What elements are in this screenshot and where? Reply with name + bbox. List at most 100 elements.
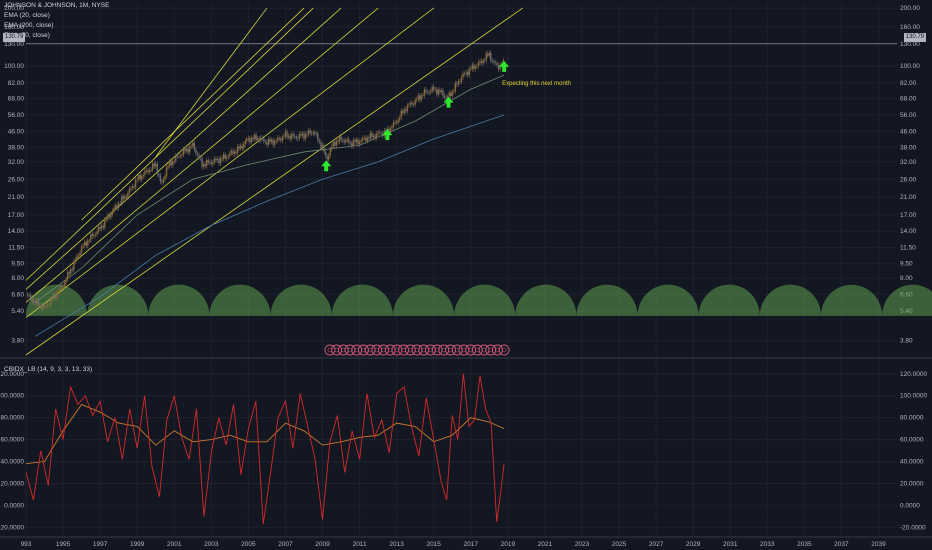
candle-body <box>281 137 284 141</box>
ema-20-legend[interactable]: EMA (20, close) <box>4 12 50 19</box>
candle-body <box>329 149 331 156</box>
candle-body <box>122 196 124 199</box>
candle-body <box>320 141 322 149</box>
candle-body <box>483 60 486 61</box>
cycle-circle-icon <box>364 344 376 356</box>
up-arrow-icon <box>382 129 393 141</box>
candle-body <box>76 255 78 260</box>
candle-body <box>93 235 95 237</box>
ema-200-legend[interactable]: EMA (200, close) <box>4 22 54 29</box>
candle-body <box>474 66 477 70</box>
candle-body <box>196 153 199 155</box>
candle-body <box>54 294 57 299</box>
symbol-title: JOHNSON & JOHNSON, 1M, NYSE <box>4 2 110 9</box>
price-tick-label-right: 9.50 <box>900 261 913 268</box>
candle-body <box>111 210 114 215</box>
candle-body <box>216 159 219 161</box>
candle-body <box>476 65 478 67</box>
candle-body <box>490 52 492 61</box>
candle-body <box>147 170 149 173</box>
price-tick-label-left: 130.00 <box>4 41 24 48</box>
candle-body <box>74 259 77 262</box>
up-arrow-icon <box>443 96 454 108</box>
candle-body <box>96 231 98 235</box>
price-tick-label-right: 17.00 <box>900 212 917 219</box>
oscillator-tick-label-left: 100.0000 <box>0 393 24 400</box>
time-tick-label: 2019 <box>501 541 516 548</box>
ema-50-legend[interactable]: EMA (50, close) <box>4 32 50 39</box>
candle-body <box>321 144 324 149</box>
candle-body <box>87 240 89 246</box>
time-tick-label: 2009 <box>315 541 330 548</box>
candle-body <box>210 161 213 165</box>
oscillator-signal-line <box>25 403 505 465</box>
candle-body <box>91 234 94 237</box>
candle-body <box>374 135 376 139</box>
oscillator-tick-label-left: 60.0000 <box>1 437 25 444</box>
candle-body <box>255 134 257 141</box>
candle-body <box>28 295 30 296</box>
candle-body <box>406 105 409 112</box>
candle-body <box>477 62 480 66</box>
candle-body <box>221 158 223 159</box>
candle-body <box>36 299 38 304</box>
oscillator-tick-label-left: 40.0000 <box>1 459 25 466</box>
price-tick-label-left: 6.60 <box>11 291 24 298</box>
price-tick-label-left: 8.00 <box>11 275 24 282</box>
oscillator-tick-label-left: 80.0000 <box>1 415 25 422</box>
candle-body <box>326 155 328 160</box>
candle-body <box>371 132 373 138</box>
candle-body <box>187 148 189 153</box>
candle-body <box>150 169 152 171</box>
candle-body <box>94 234 97 236</box>
candle-body <box>121 196 123 204</box>
candle-body <box>397 119 399 123</box>
candle-body <box>449 92 452 97</box>
candle-body <box>165 167 168 177</box>
candle-body <box>253 134 256 140</box>
candle-body <box>202 164 205 167</box>
candle-body <box>102 225 104 228</box>
candle-body <box>88 240 91 242</box>
price-tick-label-right: 26.00 <box>900 176 917 183</box>
price-tick-label-right: 3.80 <box>900 338 913 345</box>
candle-body <box>110 214 112 218</box>
candle-body <box>372 135 375 138</box>
oscillator-tick-label-left: 0.0000 <box>4 502 24 509</box>
candle-body <box>139 175 141 180</box>
candle-body <box>204 164 206 167</box>
right-price-badge: 130.79 <box>903 33 926 42</box>
candle-body <box>332 141 335 147</box>
candle-body <box>230 150 233 154</box>
cycle-dome <box>882 284 932 316</box>
price-tick-label-right: 38.00 <box>900 144 917 151</box>
cycle-dome <box>637 284 699 316</box>
indicator-legend[interactable]: CBIDX_LB (14, 9, 3, 3, 13, 33) <box>4 366 93 373</box>
time-tick-label: 1997 <box>93 541 108 548</box>
time-tick-label: 2037 <box>834 541 849 548</box>
candle-body <box>361 138 364 141</box>
candle-body <box>43 305 46 307</box>
candle-body <box>377 132 379 134</box>
candle-body <box>179 155 182 157</box>
candle-body <box>283 136 285 138</box>
candle-body <box>66 272 69 280</box>
candle-body <box>63 282 66 287</box>
cycle-circle-icon <box>451 344 463 356</box>
oscillator-tick-label-right: 80.0000 <box>900 415 924 422</box>
candle-body <box>68 272 70 274</box>
candle-body <box>175 155 177 162</box>
price-tick-label-right: 32.00 <box>900 159 917 166</box>
candle-body <box>462 73 464 78</box>
price-tick-label-right: 46.00 <box>900 128 917 135</box>
price-tick-label-right: 14.00 <box>900 228 917 235</box>
candle-body <box>391 127 393 129</box>
candle-body <box>491 60 494 62</box>
candle-body <box>182 148 185 155</box>
price-tick-label-left: 200.00 <box>4 5 24 12</box>
candle-body <box>105 219 108 220</box>
candle-body <box>249 138 251 143</box>
candle-body <box>269 139 271 142</box>
candle-body <box>100 225 103 229</box>
